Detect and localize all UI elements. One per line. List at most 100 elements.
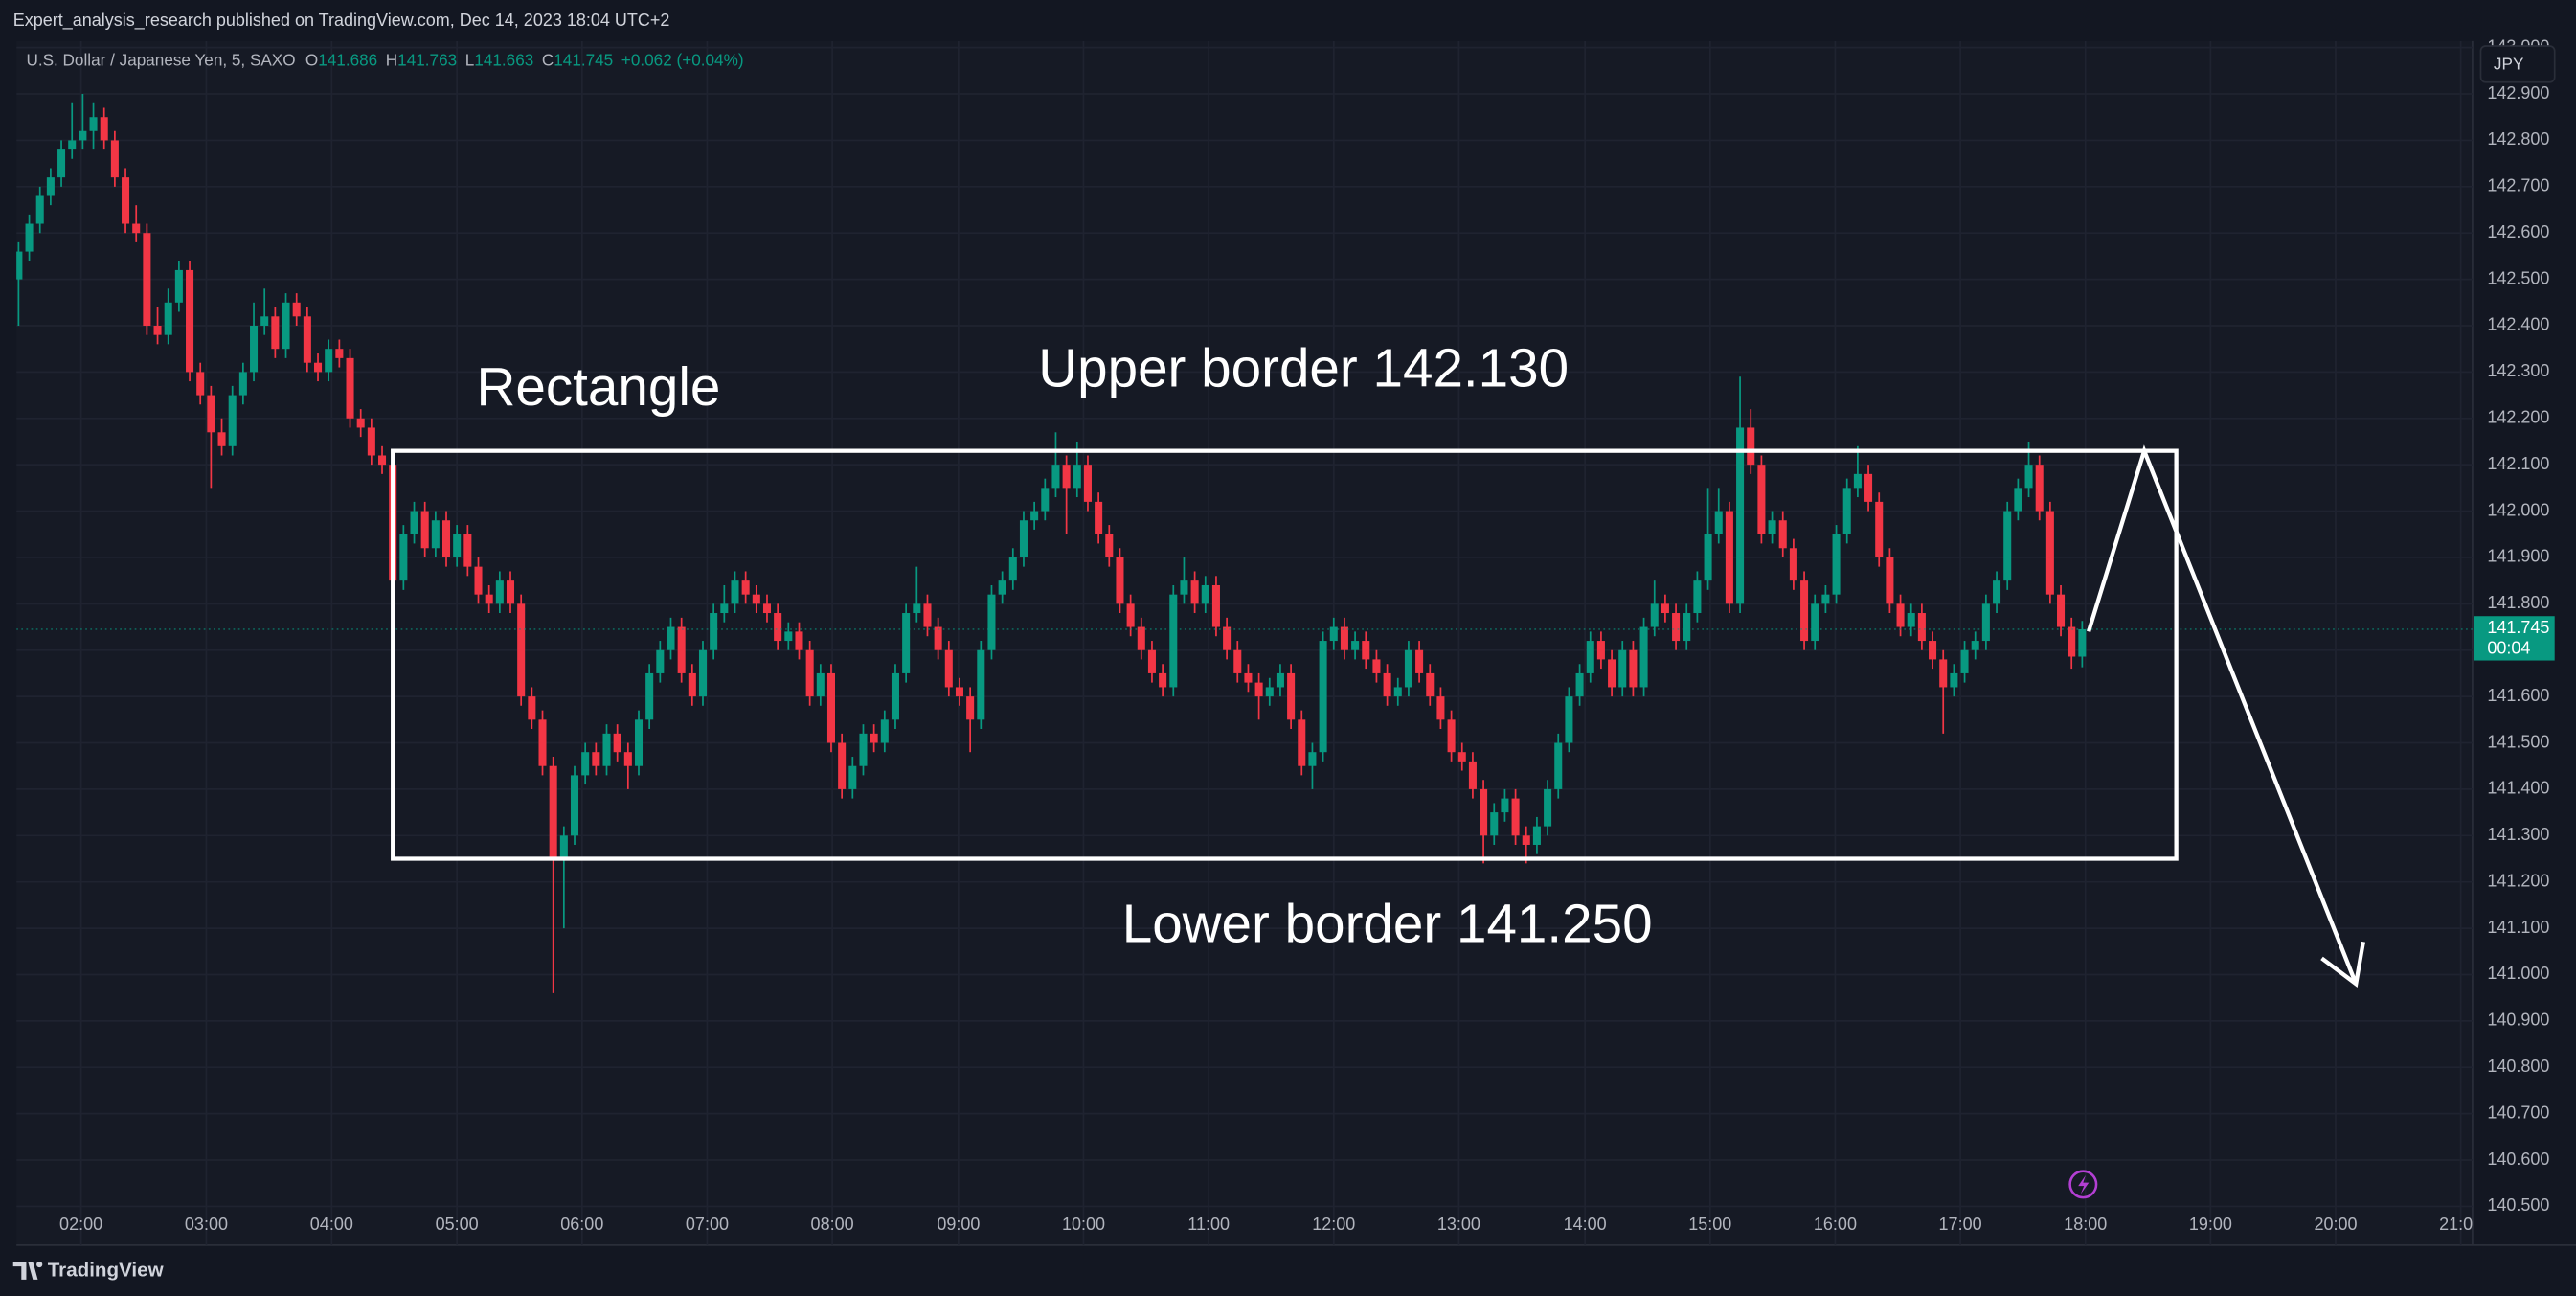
- candle-body: [880, 719, 889, 743]
- replay-icon[interactable]: [2068, 1170, 2098, 1199]
- grid: [16, 40, 2473, 1245]
- candle-body: [356, 418, 365, 428]
- candle-body: [143, 233, 151, 326]
- candle-body: [1383, 672, 1391, 697]
- candle-body: [1939, 659, 1948, 688]
- last-price-box: [2474, 616, 2555, 661]
- candle-body: [741, 580, 750, 595]
- candle-body: [1083, 465, 1092, 502]
- icon-ring[interactable]: [2068, 1170, 2098, 1199]
- candle-body: [634, 719, 644, 766]
- candle-body: [485, 594, 493, 604]
- candle-body: [1757, 465, 1766, 534]
- candle-body: [1929, 641, 1937, 660]
- candle-body: [891, 672, 899, 720]
- candle-body: [174, 269, 183, 303]
- candle-body: [325, 349, 333, 373]
- candle-body: [1736, 427, 1745, 604]
- candle-body: [645, 672, 654, 720]
- candle-body: [1875, 501, 1884, 557]
- candle-body: [271, 316, 280, 350]
- candle-body: [1532, 826, 1541, 845]
- candle-body: [1298, 719, 1306, 766]
- candle-body: [1725, 511, 1733, 604]
- candle-body: [1287, 672, 1296, 720]
- candle-body: [667, 626, 675, 650]
- candle-body: [1501, 798, 1509, 813]
- y-tick-label: 141.600: [2487, 686, 2549, 705]
- y-tick-label: 141.900: [2487, 547, 2549, 566]
- candle-body: [1404, 649, 1412, 688]
- candle-body: [1351, 641, 1360, 650]
- candle-body: [89, 117, 98, 131]
- candle-body: [463, 534, 472, 567]
- candle-body: [420, 511, 429, 549]
- y-tick-label: 140.900: [2487, 1011, 2549, 1030]
- candle-body: [1244, 672, 1253, 683]
- candle-body: [1254, 682, 1263, 697]
- candle-body: [314, 362, 323, 373]
- candle-body: [217, 432, 226, 446]
- candle-body: [367, 427, 375, 456]
- candle-body: [25, 223, 34, 252]
- candle-body: [1041, 488, 1050, 512]
- candles: [16, 94, 2473, 993]
- candle-body: [656, 649, 665, 673]
- legend-change: +0.062 (+0.04%): [621, 50, 744, 69]
- candle-body: [998, 580, 1006, 595]
- candle-body: [2024, 465, 2033, 489]
- candle-body: [1180, 580, 1188, 595]
- candle-body: [153, 325, 162, 335]
- candle-body: [1714, 511, 1723, 534]
- candle-body: [795, 631, 803, 650]
- currency-label[interactable]: JPY: [2494, 54, 2524, 73]
- candle-body: [826, 672, 836, 743]
- candle-body: [870, 733, 878, 743]
- candle-body: [1276, 672, 1284, 688]
- candle-body: [1704, 534, 1712, 581]
- x-tick-label: 15:00: [1688, 1215, 1731, 1234]
- candle-body: [838, 742, 847, 789]
- arrow-head: [2320, 941, 2365, 988]
- countdown-label: 00:04: [2487, 638, 2530, 657]
- lower-border-label: Lower border 141.250: [1122, 893, 1653, 953]
- legend-ohlc-letter: C: [542, 50, 554, 69]
- candle-body: [1511, 798, 1520, 836]
- x-tick-labels: 02:00 03:00 04:00 05:00 06:00 07:00 08:00 09:00…: [59, 1215, 2473, 1234]
- candle-body: [1095, 501, 1103, 534]
- candle-body: [1159, 672, 1167, 688]
- candle-body: [238, 372, 247, 396]
- candle-body: [1886, 557, 1894, 604]
- candle-body: [517, 603, 526, 697]
- candle-body: [1800, 580, 1809, 642]
- candle-body: [250, 325, 259, 373]
- legend: U.S. Dollar / Japanese Yen, 5, SAXO O141.…: [26, 50, 743, 69]
- candle-body: [68, 140, 77, 150]
- annotations: Rectangle Upper border 142.130 Lower borde…: [391, 337, 2365, 988]
- candle-body: [1811, 603, 1819, 642]
- candle-body: [710, 613, 718, 650]
- candle-body: [720, 603, 729, 614]
- candle-body: [1393, 687, 1402, 697]
- candle-body: [292, 302, 301, 317]
- candle-body: [1415, 649, 1424, 673]
- candle-body: [1993, 580, 2001, 604]
- currency-button[interactable]: [2479, 45, 2556, 83]
- x-tick-label: 13:00: [1437, 1215, 1480, 1234]
- icon-bolt[interactable]: [2078, 1174, 2090, 1194]
- candle-body: [774, 613, 782, 642]
- candle-body: [602, 733, 611, 766]
- upper-border-label: Upper border 142.130: [1038, 337, 1569, 398]
- logo-icon: [12, 1261, 43, 1280]
- candle-body: [441, 520, 451, 557]
- candle-body: [549, 765, 557, 859]
- candle-body: [57, 149, 66, 178]
- candle-body: [816, 672, 825, 697]
- candle-body: [613, 733, 621, 753]
- candle-body: [762, 603, 772, 614]
- candle-body: [282, 302, 290, 350]
- candle-body: [1105, 534, 1114, 557]
- candle-body: [1832, 534, 1841, 595]
- y-tick-label: 141.300: [2487, 825, 2549, 844]
- candle-body: [46, 177, 55, 196]
